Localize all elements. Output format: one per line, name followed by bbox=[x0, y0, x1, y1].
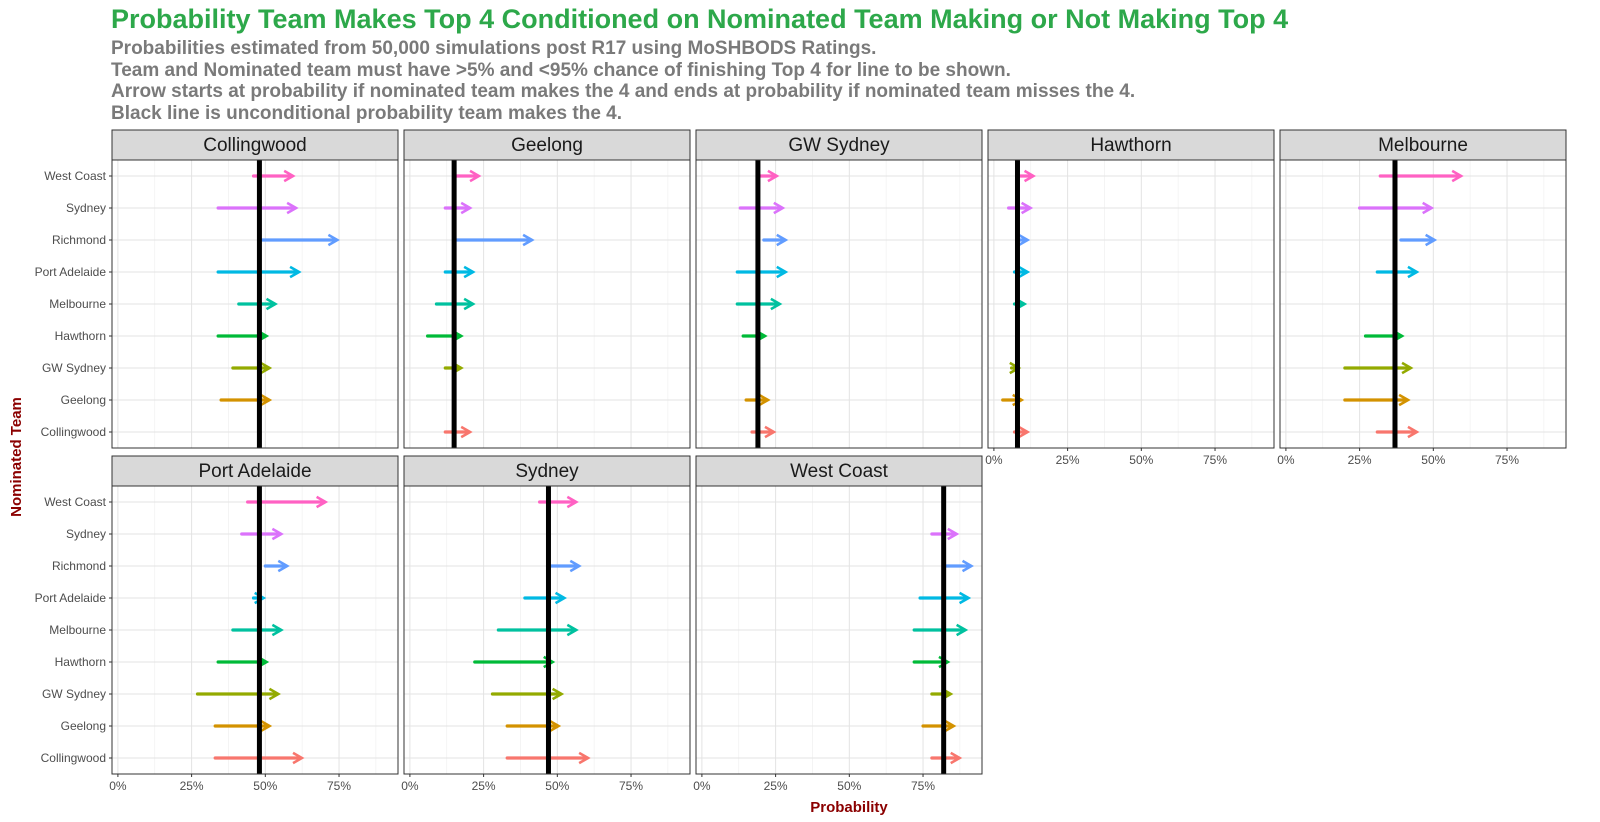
y-tick-label: Port Adelaide bbox=[35, 591, 107, 605]
strip-label: Port Adelaide bbox=[198, 461, 311, 482]
panel-border bbox=[403, 485, 691, 775]
y-tick-label: Melbourne bbox=[49, 623, 106, 637]
x-tick-label: 50% bbox=[837, 779, 861, 793]
subtitle-line-1: Probabilities estimated from 50,000 simu… bbox=[111, 38, 877, 59]
x-axis-title: Probability bbox=[810, 799, 888, 816]
panel-geelong: Geelong bbox=[403, 129, 691, 449]
strip-label: Hawthorn bbox=[1090, 135, 1171, 156]
y-tick-label: West Coast bbox=[44, 495, 106, 509]
y-tick-label: West Coast bbox=[44, 169, 106, 183]
x-tick-label: 25% bbox=[180, 779, 204, 793]
y-tick-label: Sydney bbox=[66, 527, 106, 541]
x-tick-label: 0% bbox=[401, 779, 419, 793]
y-tick-label: Hawthorn bbox=[55, 655, 106, 669]
x-tick-label: 0% bbox=[693, 779, 711, 793]
subtitle-line-4: Black line is unconditional probability … bbox=[111, 102, 623, 124]
y-tick-label: Sydney bbox=[66, 201, 106, 215]
x-tick-label: 50% bbox=[1129, 453, 1153, 467]
y-tick-label: Melbourne bbox=[49, 297, 106, 311]
panel-hawthorn: Hawthorn bbox=[987, 129, 1275, 449]
chart-subtitle: Probabilities estimated from 50,000 simu… bbox=[111, 38, 1135, 124]
y-tick-label: Geelong bbox=[61, 719, 106, 733]
x-tick-label: 25% bbox=[764, 779, 788, 793]
x-tick-label: 75% bbox=[911, 779, 935, 793]
strip-hawthorn bbox=[987, 129, 1275, 161]
strip-label: West Coast bbox=[790, 461, 889, 482]
x-tick-label: 75% bbox=[619, 779, 643, 793]
strip-label: Sydney bbox=[515, 461, 579, 482]
panel-border bbox=[987, 159, 1275, 449]
x-tick-label: 0% bbox=[109, 779, 127, 793]
y-tick-label: GW Sydney bbox=[42, 687, 106, 701]
panel-collingwood: Collingwood West Coast Sydney Richmond Port … bbox=[35, 129, 399, 449]
panel-border bbox=[403, 159, 691, 449]
panel-port-adelaide: Port Adelaide West Coast Sydney Richmond Por… bbox=[35, 455, 399, 775]
x-tick-label: 75% bbox=[327, 779, 351, 793]
x-tick-label: 0% bbox=[1277, 453, 1295, 467]
panel-border bbox=[695, 485, 983, 775]
y-tick-label: Collingwood bbox=[41, 751, 106, 765]
chart-title: Probability Team Makes Top 4 Conditioned… bbox=[111, 4, 1289, 34]
y-tick-label: Hawthorn bbox=[55, 329, 106, 343]
strip-label: Geelong bbox=[511, 135, 583, 156]
panel-gw-sydney: GW Sydney bbox=[695, 129, 983, 449]
strip-label: Collingwood bbox=[203, 135, 307, 156]
x-tick-label: 25% bbox=[1056, 453, 1080, 467]
x-tick-label: 25% bbox=[472, 779, 496, 793]
y-tick-label: Collingwood bbox=[41, 425, 106, 439]
x-tick-label: 50% bbox=[253, 779, 277, 793]
panel-sydney: Sydney bbox=[403, 455, 691, 775]
strip-west-coast bbox=[695, 455, 983, 487]
y-tick-label: GW Sydney bbox=[42, 361, 106, 375]
x-tick-label: 75% bbox=[1203, 453, 1227, 467]
panel-melbourne: Melbourne bbox=[1279, 129, 1567, 449]
x-tick-label: 75% bbox=[1495, 453, 1519, 467]
x-tick-label: 50% bbox=[1421, 453, 1445, 467]
y-axis-title: Nominated Team bbox=[8, 397, 25, 517]
y-tick-label: Richmond bbox=[52, 559, 106, 573]
y-tick-label: Geelong bbox=[61, 393, 106, 407]
y-tick-label: Richmond bbox=[52, 233, 106, 247]
strip-gw-sydney bbox=[695, 129, 983, 161]
subtitle-line-2: Team and Nominated team must have >5% an… bbox=[111, 59, 1011, 81]
panel-border bbox=[695, 159, 983, 449]
panel-border bbox=[1279, 159, 1567, 449]
strip-port-adelaide bbox=[111, 455, 399, 487]
strip-label: GW Sydney bbox=[788, 135, 890, 156]
strip-label: Melbourne bbox=[1378, 135, 1468, 156]
y-tick-label: Port Adelaide bbox=[35, 265, 107, 279]
x-tick-label: 50% bbox=[545, 779, 569, 793]
panel-west-coast: West Coast bbox=[695, 455, 983, 775]
x-tick-label: 0% bbox=[985, 453, 1003, 467]
x-tick-label: 25% bbox=[1348, 453, 1372, 467]
subtitle-line-3: Arrow starts at probability if nominated… bbox=[111, 81, 1136, 102]
strip-sydney bbox=[403, 455, 691, 487]
